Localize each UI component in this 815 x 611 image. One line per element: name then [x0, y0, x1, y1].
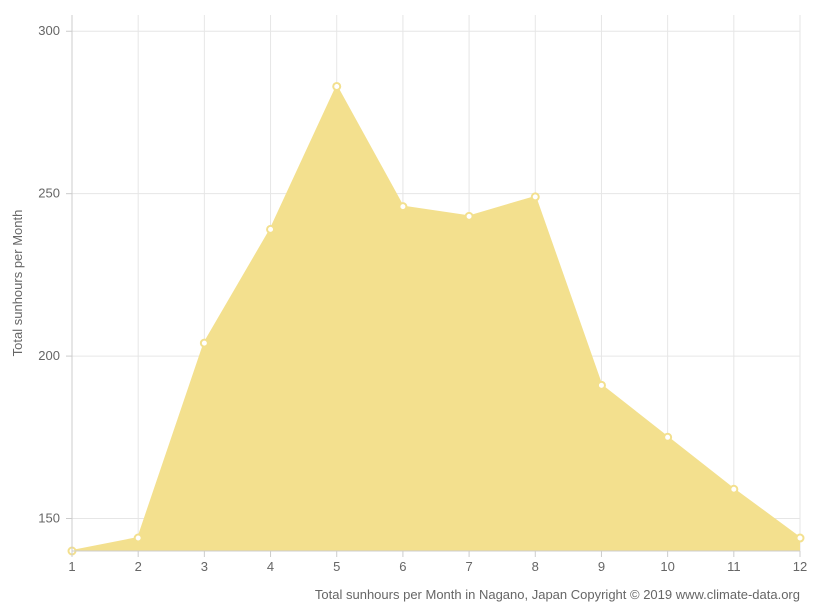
x-tick-label: 5: [333, 559, 340, 574]
x-tick-label: 8: [532, 559, 539, 574]
y-tick-label: 300: [38, 23, 60, 38]
data-point: [466, 213, 473, 220]
y-axis-label: Total sunhours per Month: [10, 210, 25, 357]
x-tick-label: 6: [399, 559, 406, 574]
data-point: [399, 203, 406, 210]
x-tick-label: 11: [727, 559, 741, 574]
x-tick-label: 2: [135, 559, 142, 574]
data-point: [532, 193, 539, 200]
x-tick-label: 10: [660, 559, 674, 574]
y-tick-label: 150: [38, 511, 60, 526]
data-point: [333, 83, 340, 90]
sunhours-area-chart: 150200250300123456789101112Total sunhour…: [0, 0, 815, 611]
x-tick-label: 4: [267, 559, 274, 574]
chart-svg: 150200250300123456789101112Total sunhour…: [0, 0, 815, 611]
data-point: [797, 535, 804, 542]
x-tick-label: 9: [598, 559, 605, 574]
data-point: [135, 535, 142, 542]
x-tick-label: 1: [68, 559, 75, 574]
y-tick-label: 250: [38, 186, 60, 201]
y-tick-label: 200: [38, 348, 60, 363]
data-point: [201, 340, 208, 347]
x-tick-label: 7: [465, 559, 472, 574]
x-tick-label: 3: [201, 559, 208, 574]
data-point: [664, 434, 671, 441]
x-tick-label: 12: [793, 559, 807, 574]
chart-caption: Total sunhours per Month in Nagano, Japa…: [315, 587, 800, 602]
data-point: [598, 382, 605, 389]
data-point: [730, 486, 737, 493]
data-point: [267, 226, 274, 233]
